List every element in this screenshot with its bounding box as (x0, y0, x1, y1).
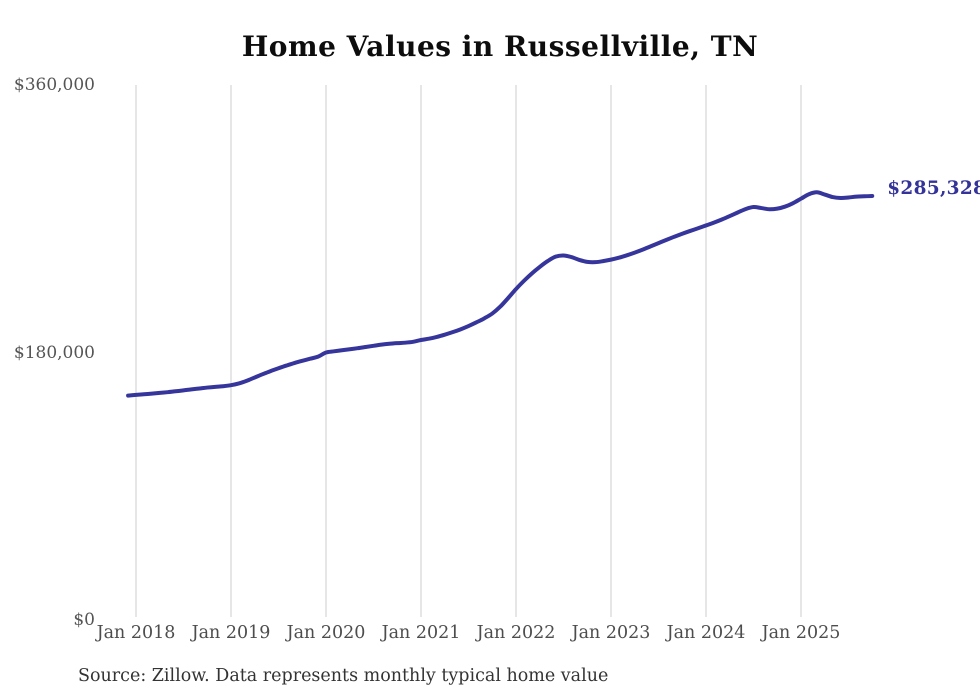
x-tick-label-2022: Jan 2022 (476, 623, 556, 643)
chart-title: Home Values in Russellville, TN (241, 30, 759, 63)
x-tick-label-2024: Jan 2024 (666, 623, 746, 643)
x-tick-label-2025: Jan 2025 (761, 623, 841, 643)
x-tick-label-2023: Jan 2023 (571, 623, 651, 643)
x-tick-label-2021: Jan 2021 (381, 623, 461, 643)
x-tick-label-2020: Jan 2020 (286, 623, 366, 643)
y-tick-label-0: $0 (73, 610, 95, 630)
y-tick-label-360000: $360,000 (13, 75, 95, 95)
x-tick-label-2019: Jan 2019 (191, 623, 271, 643)
x-tick-label-2018: Jan 2018 (96, 623, 176, 643)
source-note: Source: Zillow. Data represents monthly … (78, 666, 609, 686)
current-value-label: $285,328 (887, 177, 980, 199)
home-value-line (126, 190, 875, 398)
y-tick-label-180000: $180,000 (13, 342, 95, 363)
